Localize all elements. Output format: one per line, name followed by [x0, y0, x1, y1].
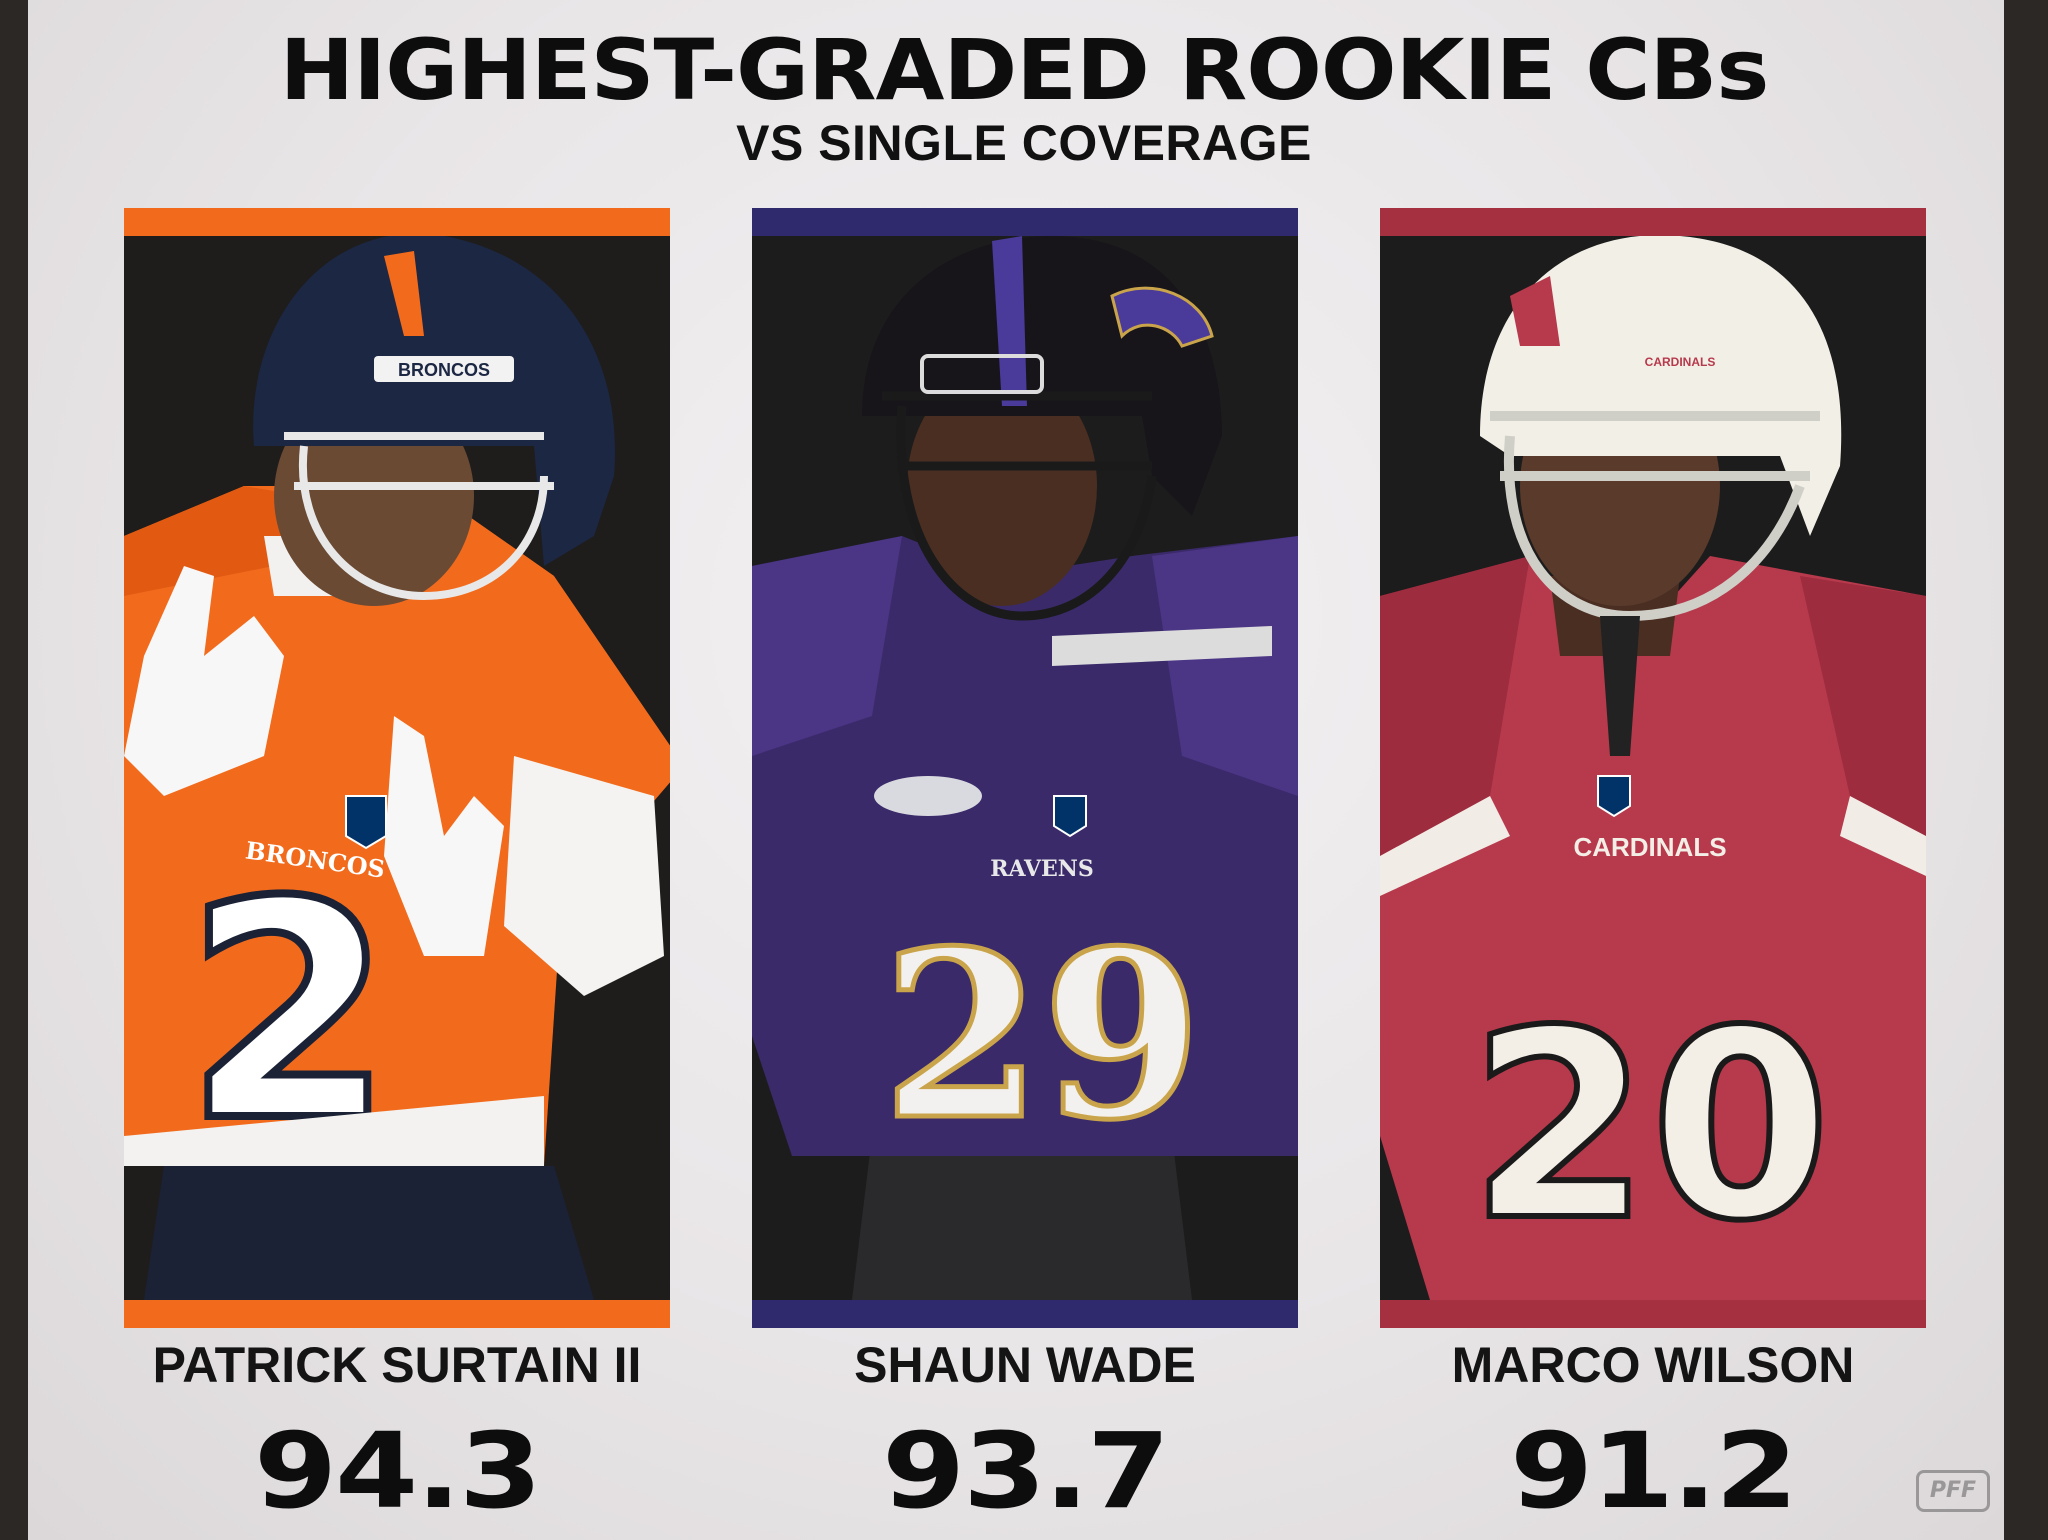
- cardinal-logo-icon: [1510, 276, 1560, 346]
- graphic-title: HIGHEST-GRADED ROOKIE CBs: [279, 21, 1770, 119]
- ford-logo-icon: [874, 776, 982, 816]
- helmet-label: BRONCOS: [398, 360, 490, 380]
- player-name-surtain: PATRICK SURTAIN II: [152, 1337, 642, 1393]
- graphic-subtitle: VS SINGLE COVERAGE: [736, 115, 1312, 171]
- team-color-bar-bottom: [1380, 1300, 1926, 1328]
- player-grade-surtain: 94.3: [254, 1410, 542, 1532]
- raven-logo-icon: [1110, 286, 1214, 348]
- player-photo-wade: 29 RAVENS: [752, 236, 1298, 1300]
- player-name-wade: SHAUN WADE: [854, 1337, 1196, 1393]
- team-color-bar-bottom: [752, 1300, 1298, 1328]
- pff-logo: PFF: [1916, 1470, 1990, 1512]
- player-photo-wilson: 20 CARDINALS CARDINALS: [1380, 236, 1926, 1300]
- team-color-bar-top: [1380, 208, 1926, 236]
- right-border: [2004, 0, 2048, 1540]
- jersey-team-text: CARDINALS: [1573, 832, 1726, 862]
- nfl-shield-icon: [345, 795, 387, 850]
- player-name-wilson: MARCO WILSON: [1451, 1337, 1855, 1393]
- player-grade-wade: 93.7: [882, 1410, 1170, 1532]
- nfl-shield-icon: [1597, 775, 1631, 818]
- team-color-bar-bottom: [124, 1300, 670, 1328]
- player-card-wade: 29 RAVENS: [752, 208, 1298, 1328]
- left-border: [0, 0, 28, 1540]
- player-grade-wilson: 91.2: [1510, 1410, 1798, 1532]
- jersey-number-29: 29: [882, 901, 1202, 1171]
- jersey-number-20: 20: [1469, 976, 1831, 1278]
- nfl-shield-icon: [1053, 795, 1087, 838]
- player-card-surtain: 2 BRONCOS BRONCOS: [124, 208, 670, 1328]
- player-card-wilson: 20 CARDINALS CARDINALS: [1380, 208, 1926, 1328]
- helmet-label: CARDINALS: [1645, 355, 1716, 369]
- jersey-team-text: RAVENS: [990, 856, 1094, 882]
- team-color-bar-top: [752, 208, 1298, 236]
- player-photo-surtain: 2 BRONCOS BRONCOS: [124, 236, 670, 1300]
- team-color-bar-top: [124, 208, 670, 236]
